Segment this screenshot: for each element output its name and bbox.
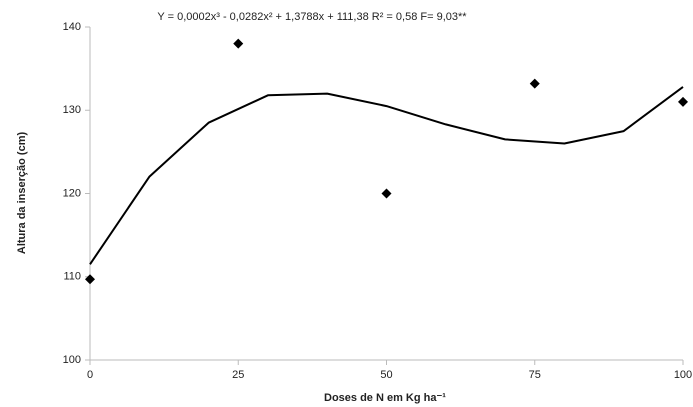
x-tick-label: 100: [674, 369, 692, 381]
point: [381, 188, 392, 199]
point: [678, 96, 688, 107]
y-axis-label: Altura da inserção (cm): [16, 132, 28, 255]
x-tick-label: 50: [380, 369, 392, 381]
x-axis-label: Doses de N em Kg ha⁻¹: [324, 392, 446, 404]
equation: Y = 0,0002x³ - 0,0282x² + 1,3788x + 111,…: [157, 11, 467, 23]
y-tick-label: 120: [63, 187, 81, 199]
x-tick-label: 0: [87, 369, 93, 381]
trend-line: [89, 86, 684, 265]
y-tick-label: 110: [63, 271, 81, 283]
y-tick-label: 130: [63, 104, 81, 116]
point: [233, 38, 244, 49]
y-tick-label: 140: [63, 21, 81, 33]
point: [85, 274, 95, 285]
x-tick-label: 75: [529, 369, 541, 381]
point: [529, 78, 540, 89]
x-tick-label: 25: [232, 369, 244, 381]
y-tick-label: 100: [63, 354, 81, 366]
